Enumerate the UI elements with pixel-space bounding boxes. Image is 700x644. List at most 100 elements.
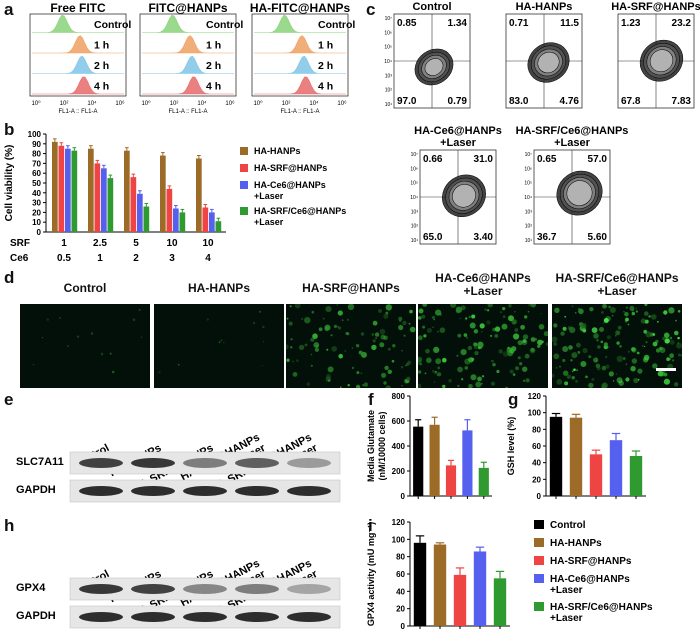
bar (143, 206, 150, 232)
flow-y-tick: 10² (525, 224, 533, 230)
cell-spot (584, 375, 588, 379)
cell-spot (59, 317, 61, 319)
cell-spot (576, 369, 578, 372)
cell-spot (473, 342, 478, 347)
cell-spot (404, 364, 407, 367)
cell-spot (288, 321, 293, 326)
cell-spot (537, 339, 543, 346)
cell-spot (582, 328, 585, 330)
cell-spot (615, 330, 621, 336)
cell-spot (455, 306, 463, 313)
cell-spot (311, 310, 315, 314)
cell-spot (644, 311, 649, 316)
quadrant-value: 0.79 (448, 96, 468, 107)
panel-label-g: g (508, 390, 519, 409)
cell-spot (573, 368, 576, 371)
bar (445, 465, 457, 496)
cell-spot (374, 332, 380, 337)
micrograph-title: Control (14, 282, 156, 295)
cell-spot (487, 304, 493, 308)
bar (202, 207, 209, 232)
histogram-tick: 10² (170, 101, 179, 107)
cell-spot (473, 329, 479, 334)
cell-spot (468, 384, 473, 388)
micrograph-canvas (418, 304, 548, 388)
bar (473, 551, 487, 626)
cell-spot (625, 306, 628, 309)
legend-swatch (534, 520, 544, 529)
row-label-srf: SRF (10, 238, 30, 249)
cell-spot (371, 344, 377, 351)
histogram-peak (254, 35, 346, 54)
cell-spot (580, 323, 587, 329)
panel-label-e: e (4, 390, 14, 409)
y-tick-label: 80 (396, 553, 405, 562)
cell-spot (286, 317, 289, 320)
flow-y-tick: 10⁶ (524, 166, 532, 172)
cell-spot (379, 342, 385, 348)
flow-y-tick: 10⁴ (524, 195, 532, 201)
cell-spot (223, 342, 225, 344)
cell-spot (519, 362, 523, 366)
cell-spot (464, 366, 469, 370)
cell-spot (426, 357, 432, 364)
cell-spot (76, 335, 80, 338)
cell-spot (611, 314, 614, 317)
bar (160, 155, 166, 232)
cell-spot (530, 304, 536, 308)
histogram-tick: 10⁴ (197, 100, 207, 107)
cell-spot (627, 350, 630, 353)
fluorescence-micrograph (154, 304, 284, 388)
cell-spot (461, 378, 464, 381)
cell-spot (560, 331, 565, 336)
cell-spot (347, 304, 355, 310)
micrograph-title-line: +Laser (597, 284, 637, 298)
micrograph-title: HA-SRF@HANPs (280, 282, 422, 295)
density-contour (452, 184, 476, 208)
cell-spot (140, 336, 143, 338)
cell-spot (677, 336, 680, 340)
cell-spot (574, 311, 577, 314)
cell-spot (631, 358, 638, 364)
cell-spot (336, 325, 339, 328)
legend-label: HA-HANPs (550, 538, 602, 549)
cell-spot (593, 333, 599, 339)
cell-spot (663, 332, 670, 339)
legend-swatch (534, 556, 544, 565)
cell-spot (294, 304, 301, 309)
flow-y-tick: 10⁵ (410, 181, 418, 187)
histogram-row-label: 4 h (318, 81, 333, 93)
density-contour (649, 49, 674, 73)
cell-spot (514, 328, 519, 332)
cell-spot (392, 344, 396, 348)
cell-spot (469, 322, 476, 329)
cell-spot (66, 344, 70, 348)
cell-spot (559, 365, 561, 368)
protein-band (131, 458, 175, 468)
cell-spot (490, 381, 496, 386)
fluorescence-micrograph (552, 304, 682, 388)
cell-spot (398, 316, 403, 321)
cell-spot (111, 370, 115, 374)
bar (549, 416, 563, 496)
cell-spot (318, 327, 323, 332)
cell-spot (608, 305, 611, 309)
fluorescence-images-panel: Control HA-HANPs HA-SRF@HANPs HA-Ce6@HANPs +… (0, 272, 700, 388)
cell-spot (327, 366, 334, 373)
cell-spot (220, 339, 223, 342)
cell-spot (471, 314, 476, 319)
cell-spot (645, 331, 652, 338)
fluorescence-micrograph (418, 304, 548, 388)
cell-spot (337, 310, 343, 316)
y-axis-label: Cell viability (%) (4, 145, 15, 222)
cell-spot (261, 364, 263, 367)
cell-spot (553, 342, 558, 346)
cell-spot (330, 334, 333, 337)
cell-spot (398, 324, 404, 331)
quadrant-value: 67.8 (621, 96, 641, 107)
cell-spot (555, 367, 558, 369)
protein-band (287, 584, 331, 594)
cell-spot (616, 377, 623, 384)
cell-spot (356, 384, 361, 388)
bar (629, 456, 643, 496)
